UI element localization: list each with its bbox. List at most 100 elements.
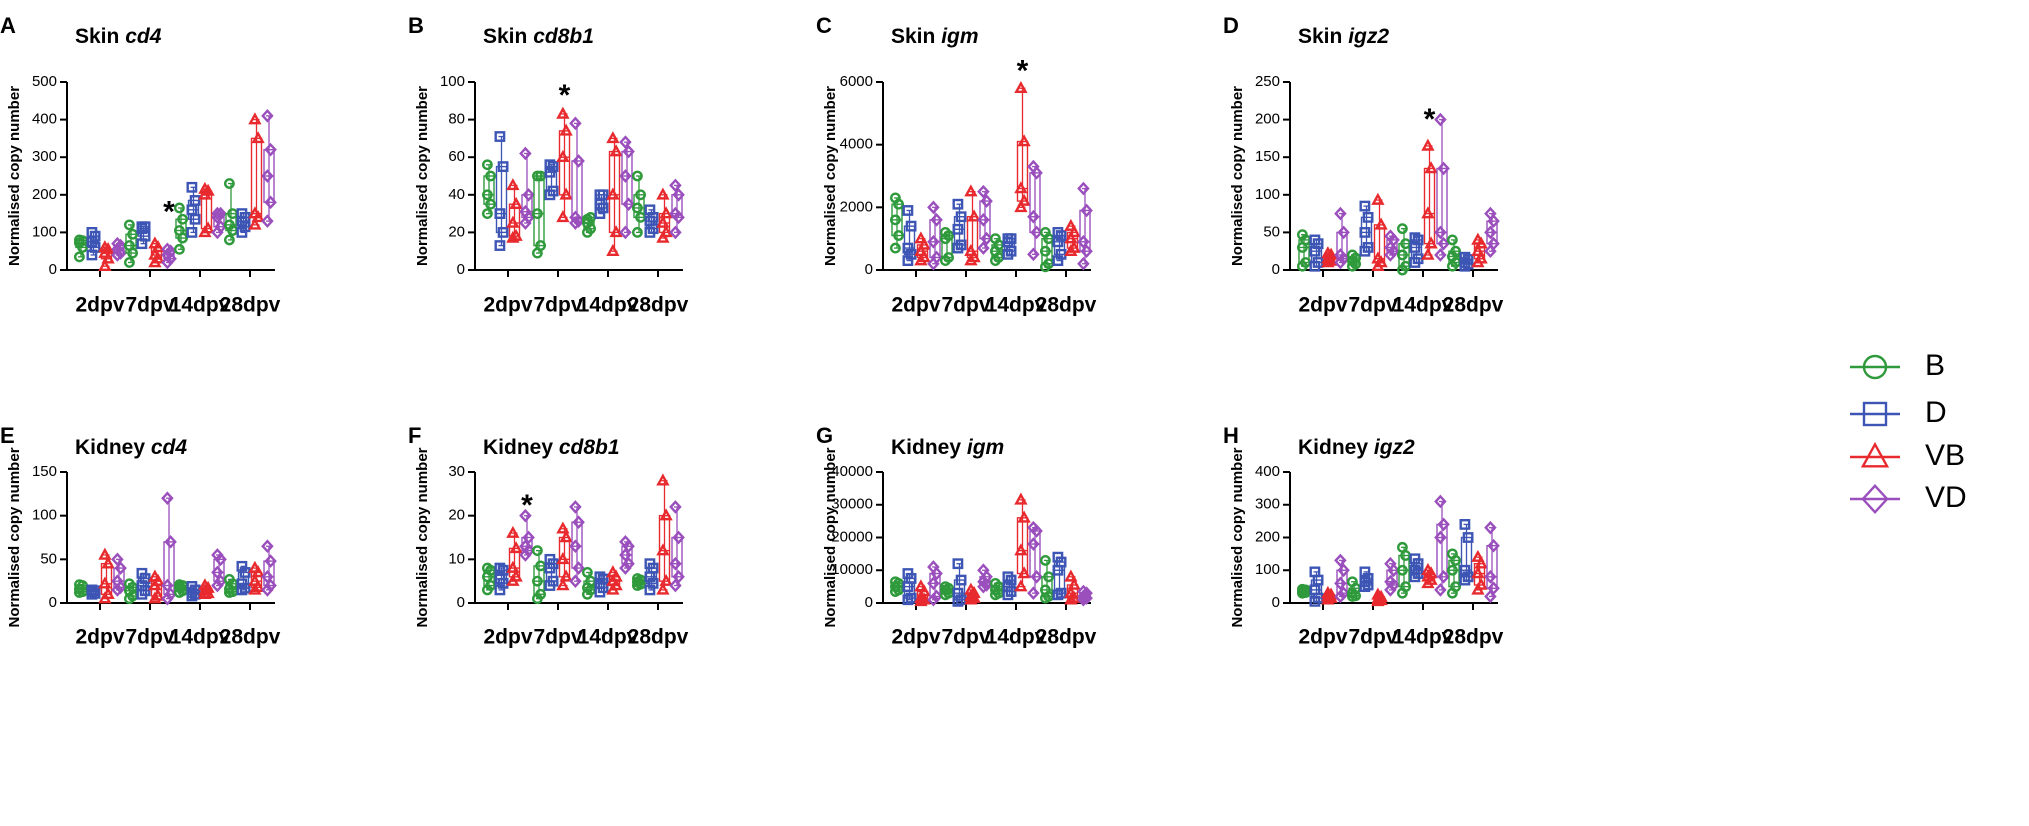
box-D-28dpv: [1052, 551, 1067, 601]
data-point: [669, 178, 682, 193]
data-point: [547, 575, 559, 587]
x-category-label: 7dpv: [533, 626, 582, 649]
data-point: [632, 170, 643, 182]
data-point: [914, 243, 928, 256]
panel-B: B Skin cd8b1 0 20 40 60 80 100 Normalised copy n…: [408, 13, 689, 317]
data-point: [632, 226, 643, 238]
data-point: [955, 211, 967, 223]
data-point: [980, 578, 993, 592]
data-point: [1334, 248, 1347, 262]
data-point: [1384, 556, 1397, 571]
data-point: [74, 234, 85, 246]
panel-letter: H: [1223, 423, 1239, 448]
data-point: [1080, 586, 1093, 600]
data-point: [1040, 226, 1051, 238]
panel-title-prefix: Skin: [75, 25, 119, 48]
box-D-28dpv: [236, 560, 251, 596]
data-point: [177, 213, 189, 225]
data-point: [1397, 541, 1408, 553]
data-point: [955, 239, 967, 251]
data-point: [1484, 206, 1497, 221]
data-point: [1387, 244, 1400, 259]
data-point: [977, 213, 990, 227]
box-B-14dpv: [1397, 541, 1412, 599]
x-category-label: 14dpv: [578, 626, 639, 649]
data-point: [622, 197, 635, 212]
box-B-14dpv: [990, 577, 1004, 601]
box-D-7dpv: [136, 221, 151, 250]
box-D-2dpv: [902, 568, 917, 606]
data-point: [952, 223, 964, 235]
data-point: [1421, 247, 1435, 260]
box-VB-7dpv: [148, 569, 165, 604]
y-tick-label: 40000: [831, 463, 873, 480]
data-point: [556, 210, 570, 223]
data-point: [148, 247, 162, 260]
panel-title: Skin cd4: [75, 25, 162, 48]
box-B-2dpv: [74, 234, 89, 263]
data-point: [619, 135, 632, 149]
box-D-7dpv: [544, 159, 559, 201]
y-tick-label: 0: [49, 261, 57, 278]
data-point: [494, 562, 506, 574]
data-point: [111, 574, 124, 588]
data-point: [619, 548, 632, 562]
x-category-label: 28dpv: [628, 294, 689, 317]
y-tick-label: 4000: [840, 136, 873, 153]
x-category-label: 28dpv: [220, 294, 281, 317]
box-iqr: [929, 219, 941, 259]
data-point: [1027, 537, 1040, 551]
box-iqr: [483, 175, 495, 205]
panel-title: Skin cd8b1: [483, 25, 594, 48]
box-VB-7dpv: [964, 582, 981, 605]
box-B-2dpv: [481, 159, 496, 220]
data-point: [669, 556, 682, 571]
data-point: [927, 592, 940, 607]
box-iqr: [903, 225, 916, 256]
x-category-label: 28dpv: [1443, 294, 1504, 317]
box-B-2dpv: [890, 576, 904, 597]
panel-title: Skin igm: [891, 25, 979, 48]
x-category-label: 7dpv: [1348, 626, 1397, 649]
data-point: [1321, 246, 1335, 259]
data-point: [1064, 569, 1078, 582]
y-tick-label: 30000: [831, 496, 873, 513]
data-point: [1437, 517, 1450, 532]
data-point: [101, 586, 115, 600]
x-category-label: 7dpv: [125, 626, 174, 649]
box-VB-14dpv: [198, 181, 215, 238]
data-point: [481, 189, 493, 201]
box-VB-14dpv: [198, 578, 215, 600]
data-point: [1347, 576, 1358, 588]
box-B-7dpv: [940, 581, 954, 601]
data-point: [943, 252, 954, 263]
data-point: [656, 582, 670, 595]
legend-item-D: D: [1850, 396, 1947, 429]
panel-letter: E: [0, 423, 15, 448]
data-point: [1017, 193, 1031, 206]
data-point: [1297, 229, 1308, 241]
data-point: [927, 560, 940, 574]
data-point: [1434, 225, 1447, 240]
data-point: [1297, 583, 1308, 595]
panel-letter: F: [408, 423, 421, 448]
data-point: [1447, 548, 1458, 560]
y-tick-label: 100: [1255, 186, 1280, 203]
data-point: [1064, 585, 1078, 598]
y-tick-label: 20: [448, 223, 465, 240]
data-point: [902, 242, 914, 254]
data-point: [890, 214, 901, 226]
box-B-28dpv: [223, 178, 239, 246]
data-point: [890, 192, 901, 204]
data-point: [1064, 231, 1078, 244]
box-B-28dpv: [1447, 234, 1462, 272]
box-D-14dpv: [1409, 553, 1424, 583]
data-point: [211, 578, 224, 593]
data-point: [1324, 253, 1338, 266]
data-point: [1384, 574, 1397, 589]
data-point: [547, 185, 559, 197]
data-point: [917, 250, 931, 263]
data-point: [164, 587, 177, 602]
x-category-label: 28dpv: [1036, 626, 1097, 649]
legend-triangle-icon: [1860, 441, 1890, 468]
